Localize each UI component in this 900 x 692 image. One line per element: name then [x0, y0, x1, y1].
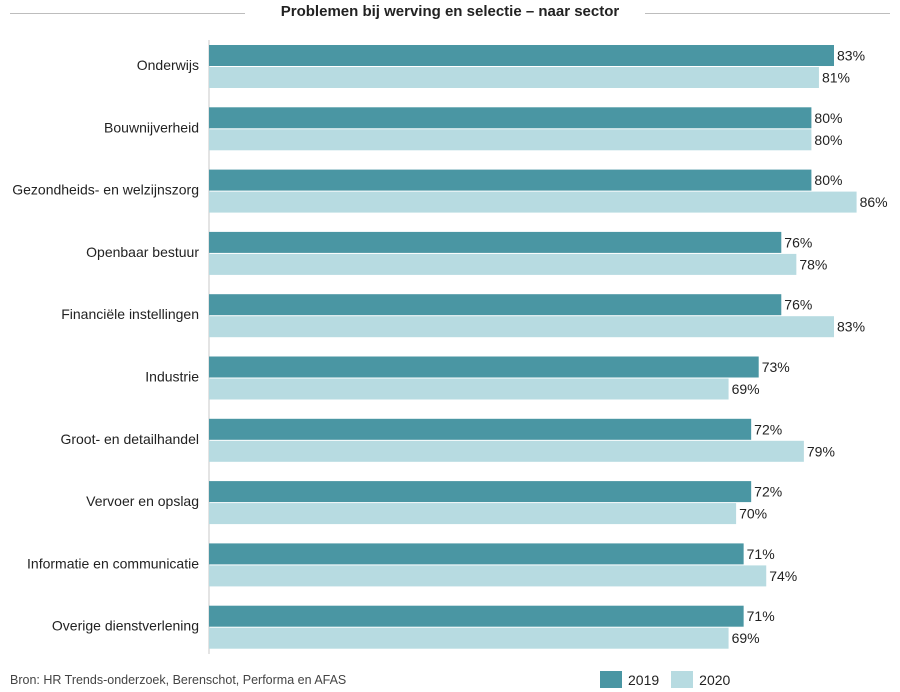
- data-label-2019: 73%: [762, 359, 790, 375]
- data-label-2019: 76%: [784, 234, 812, 250]
- legend-label-2019: 2019: [628, 671, 660, 688]
- bar-2019: [209, 231, 782, 253]
- data-label-2020: 74%: [769, 568, 797, 584]
- chart-title: Problemen bij werving en selectie – naar…: [0, 3, 900, 20]
- bar-2020: [209, 191, 857, 213]
- bar-2019: [209, 356, 759, 378]
- data-label-2020: 69%: [732, 381, 760, 397]
- legend-label-2020: 2020: [699, 671, 731, 688]
- data-label-2019: 80%: [814, 172, 842, 188]
- bar-2019: [209, 169, 812, 191]
- data-label-2019: 72%: [754, 484, 782, 500]
- bar-2019: [209, 107, 812, 129]
- legend-item-2019: 2019: [600, 671, 659, 688]
- data-label-2019: 71%: [747, 546, 775, 562]
- category-label: Industrie: [145, 369, 199, 385]
- data-label-2020: 79%: [807, 443, 835, 459]
- bar-chart: Onderwijs 83% 81% Bouwnijverheid 80% 80% Gezon…: [12, 40, 888, 654]
- data-label-2020: 86%: [860, 194, 888, 210]
- bar-2020: [209, 67, 819, 88]
- category-label: Gezondheids- en welzijnszorg: [12, 182, 199, 198]
- title-rule-right: [645, 13, 890, 14]
- bar-2020: [209, 253, 797, 275]
- legend-swatch-2020: [671, 671, 694, 688]
- data-label-2020: 69%: [732, 630, 760, 646]
- category-label: Informatie en communicatie: [27, 555, 199, 571]
- data-label-2020: 78%: [799, 256, 827, 272]
- category-label: Vervoer en opslag: [86, 493, 199, 509]
- category-label: Bouwnijverheid: [104, 119, 199, 135]
- data-label-2020: 81%: [822, 70, 850, 86]
- category-label: Openbaar bestuur: [86, 244, 199, 260]
- bar-2019: [209, 543, 744, 565]
- data-label-2019: 71%: [747, 608, 775, 624]
- bar-2019: [209, 294, 782, 316]
- bar-2019: [209, 418, 752, 440]
- bar-2020: [209, 129, 812, 151]
- title-rule-left: [10, 13, 245, 14]
- category-label: Onderwijs: [137, 57, 199, 73]
- data-label-2019: 76%: [784, 297, 812, 313]
- data-label-2019: 83%: [837, 48, 865, 64]
- chart-title-bar: Problemen bij werving en selectie – naar…: [0, 0, 900, 26]
- bar-2020: [209, 627, 729, 649]
- category-label: Groot- en detailhandel: [60, 431, 199, 447]
- category-label: Financiële instellingen: [61, 306, 199, 322]
- bar-2020: [209, 378, 729, 400]
- category-label: Overige dienstverlening: [52, 618, 199, 634]
- bar-2020: [209, 316, 834, 338]
- bar-2019: [209, 45, 834, 66]
- data-label-2019: 80%: [814, 110, 842, 126]
- source-note: Bron: HR Trends-onderzoek, Berenschot, P…: [10, 673, 347, 687]
- bar-2019: [209, 481, 752, 503]
- legend-item-2020: 2020: [671, 671, 730, 688]
- data-label-2020: 83%: [837, 319, 865, 335]
- data-label-2020: 80%: [814, 132, 842, 148]
- data-label-2019: 72%: [754, 421, 782, 437]
- bar-2020: [209, 440, 804, 462]
- data-label-2020: 70%: [739, 506, 767, 522]
- chart-legend: 2019 2020: [600, 671, 742, 688]
- bar-2019: [209, 605, 744, 627]
- bar-2020: [209, 503, 737, 525]
- bar-2020: [209, 565, 767, 587]
- legend-swatch-2019: [600, 671, 622, 688]
